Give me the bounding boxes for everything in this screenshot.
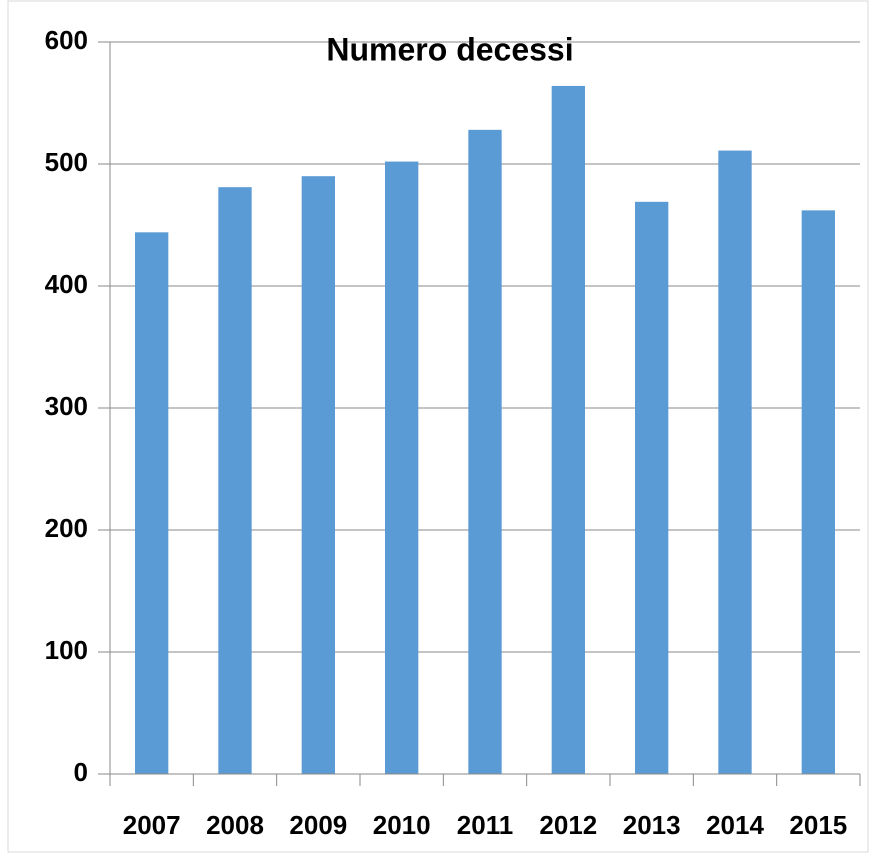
x-tick-label: 2015: [789, 810, 847, 840]
y-tick-label: 0: [74, 757, 88, 787]
y-tick-label: 600: [45, 25, 88, 55]
bar: [551, 85, 585, 775]
x-tick-label: 2013: [623, 810, 681, 840]
bar: [635, 201, 669, 774]
y-tick-label: 400: [45, 269, 88, 299]
bar: [135, 232, 169, 774]
bar: [801, 210, 835, 775]
x-tick-label: 2010: [373, 810, 431, 840]
y-tick-label: 300: [45, 391, 88, 421]
chart-title: Numero decessi: [326, 31, 573, 67]
x-tick-label: 2007: [123, 810, 181, 840]
bar: [385, 161, 419, 774]
chart-frame: [7, 0, 869, 853]
x-tick-label: 2009: [289, 810, 347, 840]
x-tick-label: 2008: [206, 810, 264, 840]
bar: [718, 150, 752, 774]
x-tick-label: 2012: [539, 810, 597, 840]
x-tick-label: 2011: [457, 810, 513, 840]
y-tick-label: 100: [45, 635, 88, 665]
bar: [218, 187, 252, 774]
y-tick-label: 500: [45, 147, 88, 177]
bar: [468, 129, 502, 775]
y-tick-label: 200: [45, 513, 88, 543]
x-tick-label: 2014: [706, 810, 764, 840]
bar: [301, 176, 335, 774]
